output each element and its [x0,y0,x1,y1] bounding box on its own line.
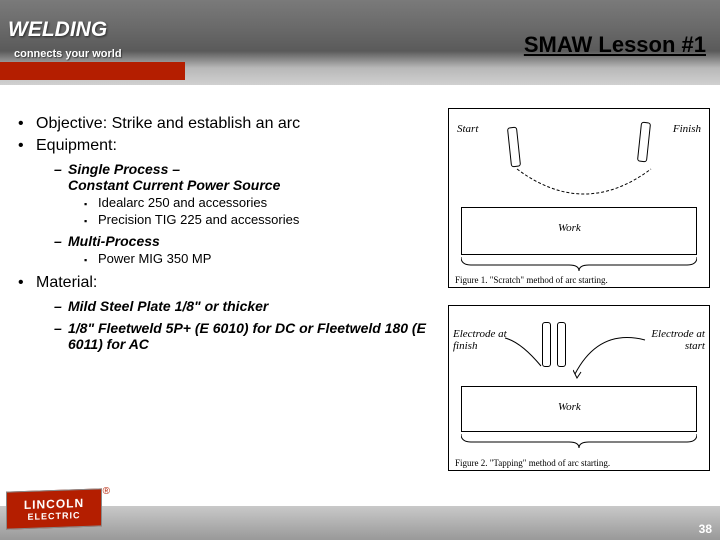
fig2-start-label: Electrode at start [649,328,705,352]
bullet-steel-plate: Mild Steel Plate 1/8" or thicker [18,298,428,314]
lincoln-sub: ELECTRIC [28,510,81,522]
bullet-equipment: Equipment: [18,137,428,155]
bullet-power-mig: Power MIG 350 MP [18,251,428,266]
bullet-idealarc: Idealarc 250 and accessories [18,195,428,210]
header-banner: WELDING connects your world SMAW Lesson … [0,0,720,85]
welding-logo-block: WELDING connects your world [0,0,185,85]
tap-arrow-icon [573,326,653,386]
electrode-icon [507,127,521,168]
base-brace-icon [461,255,697,271]
bullet-fleetweld: 1/8" Fleetweld 5P+ (E 6010) for DC or Fl… [18,320,428,352]
electrode-icon [637,122,651,163]
bullet-multi-process: Multi-Process [18,233,428,249]
tap-arrow-icon [503,336,543,372]
work-box: Work [461,386,697,432]
fig2-finish-label: Electrode at finish [453,328,509,352]
page-title: SMAW Lesson #1 [524,32,706,58]
logo-text: WELDING [8,18,107,42]
bullet-precision-tig: Precision TIG 225 and accessories [18,212,428,227]
content-area: Objective: Strike and establish an arc E… [18,115,428,354]
lincoln-logo: LINCOLN ELECTRIC ® [6,490,102,538]
lincoln-logo-box: LINCOLN ELECTRIC [6,488,102,529]
fig1-caption: Figure 1. "Scratch" method of arc starti… [455,275,608,285]
fig1-work-label: Work [558,222,581,234]
electrode-icon [557,322,566,367]
fig2-work-label: Work [558,401,581,413]
logo-red-bar [0,62,185,80]
text: Single Process – [68,161,180,177]
figure-tapping-method: Electrode at finish Electrode at start W… [448,305,710,471]
bullet-material: Material: [18,274,428,292]
text: Constant Current Power Source [68,177,280,193]
fig1-start-label: Start [457,123,478,135]
electrode-icon [542,322,551,367]
fig2-caption: Figure 2. "Tapping" method of arc starti… [455,458,610,468]
base-brace-icon [461,432,697,448]
registered-icon: ® [103,486,110,497]
bullet-single-process: Single Process – Constant Current Power … [18,161,428,193]
logo-tagline: connects your world [14,48,122,60]
arc-path-icon [509,167,659,205]
fig1-finish-label: Finish [673,123,701,135]
page-number: 38 [699,522,712,536]
work-box: Work [461,207,697,255]
bullet-objective: Objective: Strike and establish an arc [18,115,428,133]
figure-scratch-method: Start Finish Work Figure 1. "Scratch" me… [448,108,710,288]
footer-bar [0,506,720,540]
